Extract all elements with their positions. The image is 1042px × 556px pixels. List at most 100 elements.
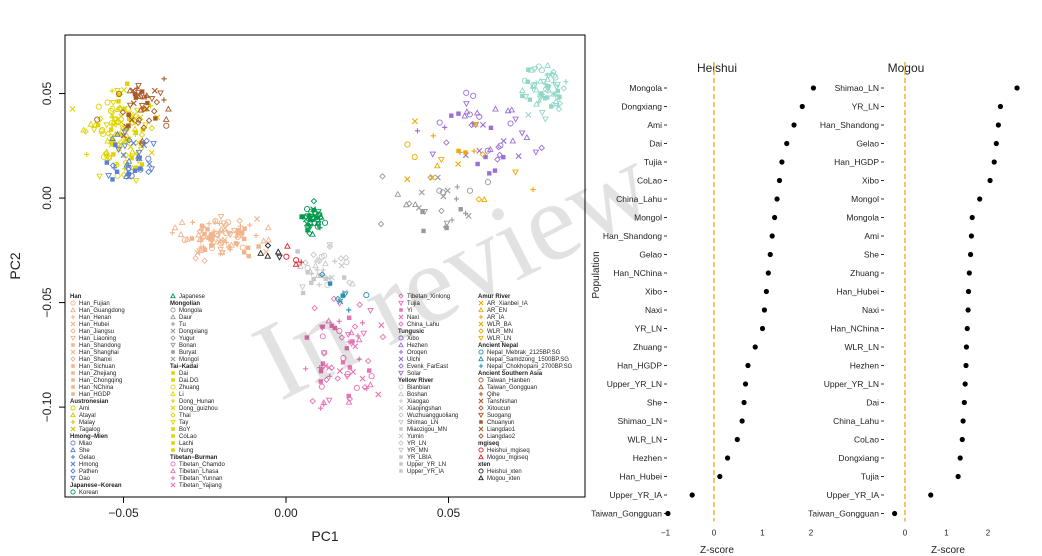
legend-marker: [170, 335, 176, 341]
data-point: [300, 214, 306, 220]
population-label: Shimao_LN: [835, 83, 879, 93]
data-point: [132, 168, 138, 173]
population-label: She: [864, 250, 879, 260]
data-point: [132, 178, 140, 185]
legend-label: Bonan: [179, 343, 196, 349]
x-tick-label: 1: [944, 529, 949, 538]
legend-marker: [398, 293, 404, 299]
legend-marker: [170, 405, 176, 411]
legend-label: Nepal_Samdzong_1500BP.SG: [487, 357, 569, 363]
data-point: [122, 106, 127, 111]
data-point: [470, 121, 476, 127]
data-point: [337, 298, 344, 305]
data-point: [276, 254, 283, 261]
data-point: [87, 120, 95, 127]
data-point: [129, 148, 136, 155]
data-point: [512, 169, 519, 176]
data-point: [233, 241, 239, 246]
population-label: Ami: [647, 120, 662, 130]
data-point: [239, 244, 246, 251]
data-point: [125, 81, 130, 86]
data-point: [108, 120, 115, 127]
data-point: [96, 173, 104, 180]
legend-label: Han_Shanghai: [79, 350, 119, 356]
data-point: [208, 243, 214, 248]
data-point: [336, 318, 342, 324]
data-point: [515, 153, 522, 160]
data-point: [346, 307, 352, 313]
data-point: [337, 255, 345, 262]
data-point: [137, 92, 145, 99]
data-point: [69, 105, 76, 112]
legend-marker: [398, 363, 404, 369]
legend-marker: [398, 349, 404, 355]
data-point: [360, 330, 368, 337]
data-point: [406, 200, 413, 207]
legend-marker: [170, 328, 176, 334]
data-point: [434, 174, 441, 181]
heishui-items: Mongola Dongxiang Ami Dai Tujia CoLao China_La…: [591, 62, 817, 538]
data-point: [326, 243, 334, 251]
legend-label: WLR_BA: [487, 322, 512, 328]
zscore-point: [968, 233, 975, 239]
pca-y-axis-label: PC2: [7, 252, 23, 279]
legend-marker: [70, 454, 76, 460]
population-label: Han_Hubei: [619, 472, 662, 482]
data-point: [117, 104, 124, 111]
data-point: [525, 111, 532, 118]
legend-label: Qihe: [487, 392, 500, 398]
legend-marker: [170, 390, 176, 397]
population-label: CoLao: [637, 176, 662, 186]
data-point: [367, 307, 374, 315]
legend-marker: [171, 427, 175, 431]
data-point: [161, 76, 167, 82]
data-point: [135, 83, 142, 90]
data-point: [484, 179, 491, 186]
data-point: [336, 368, 343, 375]
data-point: [529, 85, 535, 91]
legend-label: Dai.DG: [179, 378, 199, 384]
data-point: [126, 112, 131, 118]
data-point: [134, 89, 142, 96]
data-point: [133, 95, 139, 100]
legend-marker: [70, 426, 76, 432]
data-point: [150, 141, 157, 148]
data-point: [140, 124, 148, 131]
data-point: [311, 276, 316, 282]
zscore-point: [745, 362, 751, 369]
legend-marker: [70, 461, 76, 467]
data-point: [227, 246, 233, 253]
data-point: [123, 161, 131, 168]
data-point: [476, 147, 483, 154]
data-point: [483, 154, 488, 160]
data-point: [126, 137, 133, 144]
legend-label: Korean: [79, 490, 98, 496]
data-point: [241, 236, 247, 242]
legend-label: Tanshishan: [487, 399, 517, 405]
legend-label: Tibetan_Lhasa: [179, 469, 219, 475]
data-point: [260, 237, 267, 244]
data-point: [475, 196, 483, 203]
data-point: [80, 126, 87, 133]
data-point: [115, 147, 122, 154]
zscore-point: [734, 436, 740, 443]
legend-label: AR_IA: [487, 315, 504, 321]
data-point: [544, 75, 552, 82]
zscore-point: [665, 510, 671, 517]
series-tibetan-burman: [303, 295, 387, 411]
legend-label: Han_Henan: [79, 315, 111, 321]
zscore-point: [964, 325, 970, 332]
data-point: [504, 107, 512, 114]
legend-marker: [478, 363, 484, 369]
data-point: [295, 249, 300, 254]
data-point: [199, 223, 205, 229]
data-point: [550, 68, 557, 76]
data-point: [202, 247, 208, 253]
legend-label: AR_Xianbei_IA: [487, 301, 528, 307]
legend-label: Malay: [79, 420, 95, 426]
data-point: [145, 100, 150, 106]
data-point: [139, 89, 145, 94]
data-point: [443, 139, 450, 146]
data-point: [461, 112, 469, 119]
population-label: Han_NChina: [830, 324, 879, 334]
